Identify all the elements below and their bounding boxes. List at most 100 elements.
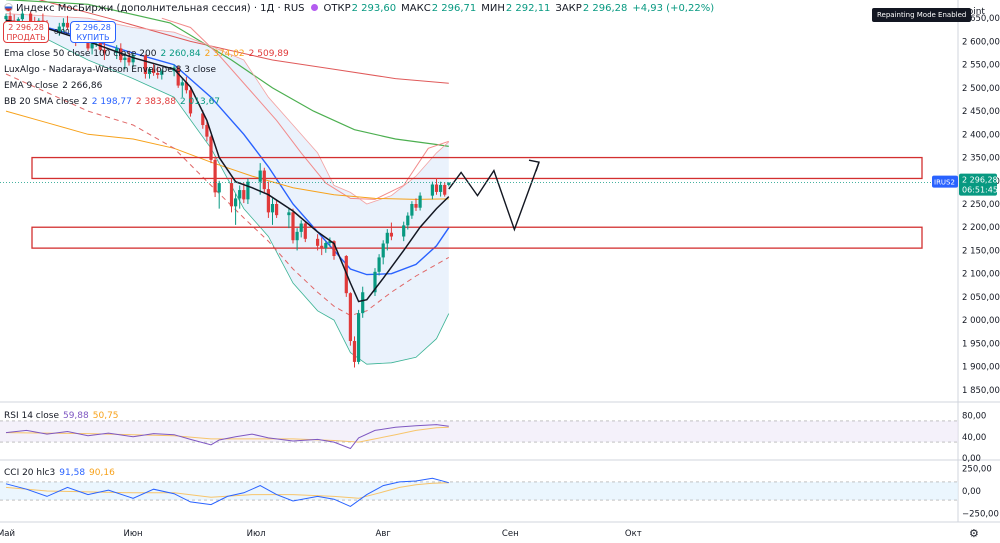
spread-value: 0,00 — [54, 28, 70, 36]
candle-body — [275, 204, 279, 216]
indicator-value: 2 374,02 — [204, 49, 245, 59]
candle-body — [447, 182, 451, 185]
y-tick-label: 2 650,00 — [962, 14, 1000, 24]
y-tick-label: 2 600,00 — [962, 37, 1000, 47]
candle-body — [332, 241, 336, 257]
price-tag — [959, 173, 997, 196]
ohlc-label: ЗАКР — [555, 3, 582, 14]
bb-lower-line — [5, 31, 450, 365]
flag-icon — [4, 3, 13, 12]
indicator-legend-row[interactable]: EMA 9 close 2 266,86 — [4, 81, 106, 91]
candle-body — [127, 57, 131, 63]
candle-body — [258, 170, 262, 182]
candle-body — [65, 22, 70, 28]
candle-body — [123, 57, 127, 61]
sell-button[interactable]: 2 296,28 ПРОДАТЬ — [3, 21, 49, 43]
candle-body — [160, 71, 164, 75]
indicator-value: 2 509,89 — [248, 49, 289, 59]
y-tick-label: 1 950,00 — [962, 339, 1000, 349]
cci-line — [5, 477, 449, 507]
candle-body — [184, 82, 188, 91]
y-tick-label: 2 350,00 — [962, 154, 1000, 164]
ohlc-label: ОТКР — [323, 3, 351, 14]
settings-icon[interactable]: ⚙ — [969, 527, 979, 540]
candle-body — [201, 113, 205, 126]
candle-body — [430, 184, 434, 196]
y-tick-label: 2 150,00 — [962, 246, 1000, 256]
y-tick-label: 2 450,00 — [962, 107, 1000, 117]
indicator-name: CCI 20 hlc3 — [4, 468, 56, 478]
ohlc-value: 2 292,11 — [505, 3, 551, 14]
candle-body — [8, 15, 12, 21]
ema-50-line — [5, 110, 449, 200]
ema-9-line — [5, 19, 450, 303]
nadaraya-upper-line — [161, 17, 449, 200]
indicator-legend-row[interactable]: RSI 14 close 59,88 50,75 — [4, 411, 123, 421]
candle-body — [147, 69, 152, 74]
symbol-header[interactable]: Индекс МосБиржи (дополнительная сессия) … — [4, 3, 719, 14]
zone-resistance — [31, 156, 923, 180]
candle-body — [357, 313, 361, 362]
price-scale-label: point — [962, 7, 985, 17]
rsi-tick-label: 0,00 — [962, 454, 981, 464]
indicator-legend-row[interactable]: LuxAlgo - Nadaraya-Watson Envelope 8 3 c… — [4, 65, 220, 75]
cci-ma-line — [5, 482, 449, 499]
candle-body — [361, 292, 365, 314]
y-tick-label: 1 900,00 — [962, 363, 1000, 373]
candle-body — [406, 215, 410, 226]
candle-body — [57, 26, 61, 34]
candle-body — [291, 212, 295, 241]
nadaraya-lower-line — [5, 73, 450, 317]
buy-button[interactable]: 2 296,28 КУПИТЬ — [70, 21, 116, 43]
y-tick-label: 2 100,00 — [962, 270, 1000, 280]
candle-body — [180, 82, 184, 86]
forecast-path — [448, 161, 540, 232]
candle-body — [385, 232, 389, 244]
indicator-value: 2 260,84 — [160, 49, 201, 59]
ohlc-values: ОТКР2 293,60 МАКС2 296,71 МИН2 292,11 ЗАКР2… — [324, 3, 633, 14]
cci-tick-label: 250,00 — [962, 464, 992, 474]
symbol-title: Индекс МосБиржи (дополнительная сессия) … — [16, 3, 305, 14]
x-tick-label: Авг — [376, 529, 392, 539]
candle-body — [205, 125, 209, 137]
candle-body — [439, 184, 443, 192]
candle-body — [414, 204, 418, 208]
bb-upper-line — [5, 13, 450, 205]
candle-body — [402, 225, 406, 237]
candle-body — [410, 204, 414, 216]
y-tick-label: 2 050,00 — [962, 293, 1000, 303]
candle-body — [90, 43, 94, 49]
candle-body — [209, 136, 213, 160]
candle-body — [115, 48, 119, 54]
indicator-value: 2 013,67 — [179, 97, 221, 107]
candle-body — [303, 223, 307, 239]
x-tick-label: Июл — [247, 529, 266, 539]
forecast-arrowhead — [528, 159, 540, 172]
candle-body — [316, 238, 320, 246]
cci-band-fill — [0, 481, 958, 501]
symbol-tag — [932, 175, 958, 188]
indicator-legend-row[interactable]: Ema close 50 close 100 close 200 2 260,84… — [4, 49, 293, 59]
candle-body — [377, 257, 381, 272]
indicator-legend-row[interactable]: CCI 20 hlc3 91,58 90,16 — [4, 468, 119, 478]
candle-body — [266, 189, 270, 213]
y-tick-label: 2 200,00 — [962, 223, 1000, 233]
indicator-name: LuxAlgo - Nadaraya-Watson Envelope 8 3 c… — [4, 65, 217, 75]
price-tag-value: 2 296,28 — [962, 176, 998, 185]
y-tick-label: 2 550,00 — [962, 61, 1000, 71]
ema-200-line — [38, 0, 449, 84]
candle-body — [176, 67, 180, 86]
candle-body — [234, 198, 238, 207]
candle-body — [156, 73, 160, 75]
cci-tick-label: 0,00 — [962, 487, 981, 497]
candle-body — [20, 13, 24, 20]
rsi-band-fill — [0, 420, 958, 443]
indicator-value: 90,16 — [89, 468, 115, 478]
status-dot-icon — [310, 4, 318, 11]
x-tick-label: Сен — [502, 529, 519, 539]
y-tick-label: 2 500,00 — [962, 84, 1000, 94]
bollinger-band-fill — [6, 13, 449, 365]
candle-body — [229, 183, 234, 207]
